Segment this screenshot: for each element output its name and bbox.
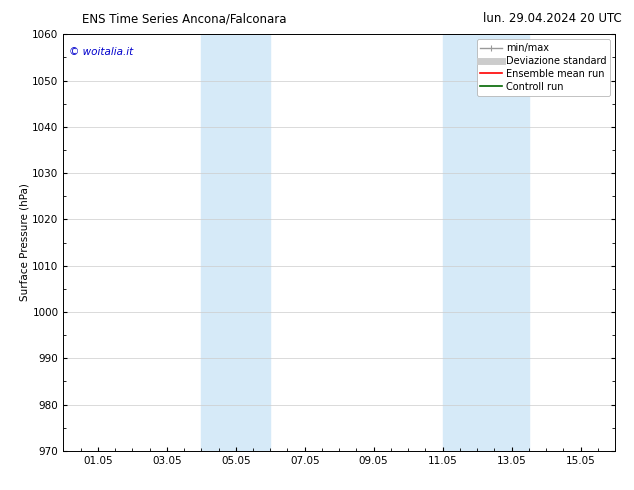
Text: lun. 29.04.2024 20 UTC: lun. 29.04.2024 20 UTC <box>482 12 621 25</box>
Bar <box>443 34 529 451</box>
Text: © woitalia.it: © woitalia.it <box>69 47 133 57</box>
Bar <box>202 34 270 451</box>
Text: ENS Time Series Ancona/Falconara: ENS Time Series Ancona/Falconara <box>82 12 287 25</box>
Y-axis label: Surface Pressure (hPa): Surface Pressure (hPa) <box>20 184 30 301</box>
Legend: min/max, Deviazione standard, Ensemble mean run, Controll run: min/max, Deviazione standard, Ensemble m… <box>477 39 610 96</box>
